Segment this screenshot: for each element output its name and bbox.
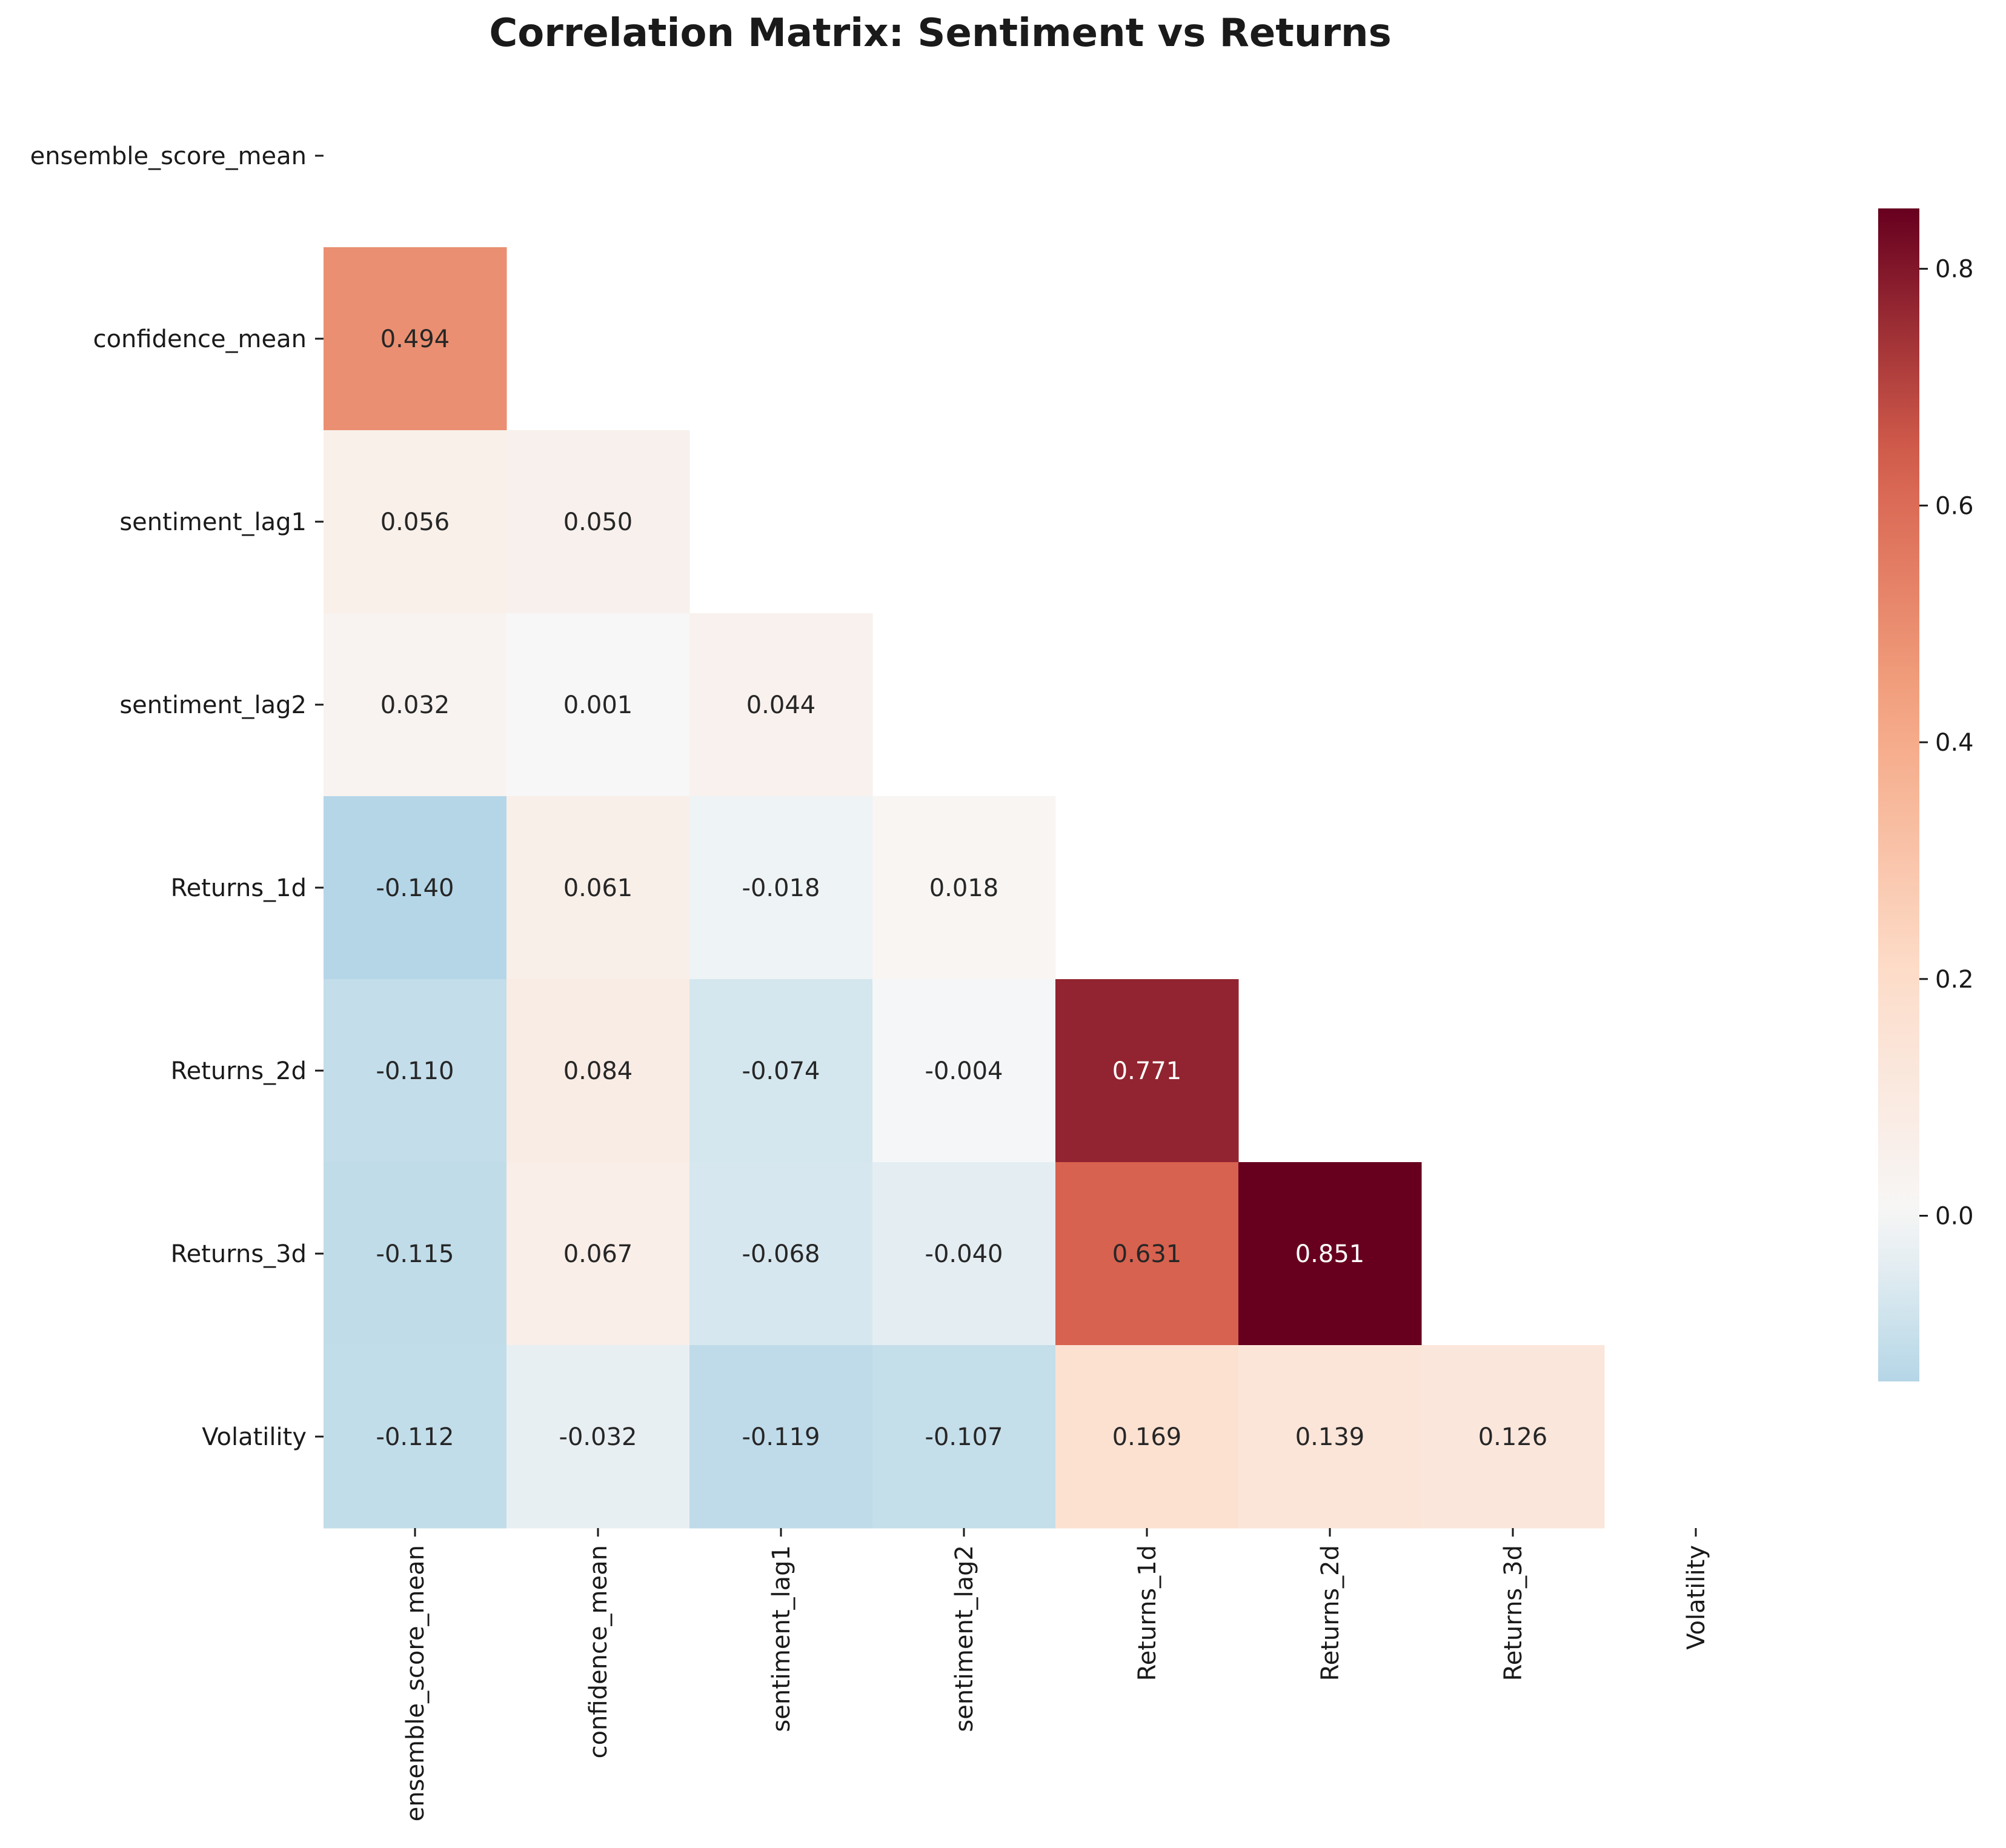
cell-annotation: 0.084 [563, 1057, 633, 1085]
heatmap-cell [506, 1162, 690, 1346]
cell-annotation: -0.140 [376, 874, 454, 902]
cell-annotation: -0.068 [742, 1240, 820, 1268]
colorbar-tick-label: 0.6 [1935, 492, 1974, 520]
column-tick-label: Volatility [1682, 1545, 1710, 1650]
column-tick-labels: ensemble_score_mean confidence_mean sentim… [402, 1528, 1710, 1821]
cell-annotation: -0.040 [925, 1240, 1003, 1268]
row-tick-labels: ensemble_score_mean confidence_meansentim… [30, 142, 324, 1451]
heatmap-cell [324, 796, 507, 980]
cell-annotation: 0.631 [1112, 1240, 1182, 1268]
row-tick-label: confidence_mean [93, 325, 307, 353]
heatmap-cell [1238, 1345, 1422, 1529]
cell-annotation: -0.004 [925, 1057, 1003, 1085]
cell-annotation: -0.032 [559, 1423, 637, 1451]
column-tick-label: Returns_3d [1500, 1545, 1527, 1681]
cell-annotation: -0.018 [742, 874, 820, 902]
cell-annotation: 0.067 [563, 1240, 633, 1268]
colorbar-tick-label: 0.8 [1935, 256, 1974, 284]
cell-annotation: -0.110 [376, 1057, 454, 1085]
row-tick-label: Returns_2d [171, 1057, 307, 1085]
chart-title: Correlation Matrix: Sentiment vs Returns [489, 11, 1391, 56]
heatmap-cell [872, 796, 1056, 980]
cell-annotation: -0.119 [742, 1423, 820, 1451]
heatmap-cell [872, 1162, 1056, 1346]
heatmap-cell [872, 1345, 1056, 1529]
heatmap-cell [324, 613, 507, 797]
row-tick-label: Volatility [202, 1423, 307, 1451]
column-tick-label: Returns_2d [1317, 1545, 1344, 1681]
heatmap-cell [1421, 1345, 1605, 1529]
cell-annotation: -0.074 [742, 1057, 820, 1085]
cell-annotation: 0.494 [380, 325, 450, 353]
cell-annotation: -0.112 [376, 1423, 454, 1451]
column-tick-label: sentiment_lag2 [951, 1545, 978, 1732]
heatmap-cell [689, 613, 873, 797]
colorbar-tick-label: 0.4 [1935, 729, 1974, 757]
colorbar-gradient [1878, 208, 1919, 1381]
cell-annotation: 0.126 [1478, 1423, 1548, 1451]
heatmap-cell [506, 979, 690, 1163]
heatmap-cell [1055, 979, 1239, 1163]
heatmap-cell [324, 247, 507, 431]
heatmap-cell [872, 979, 1056, 1163]
cell-annotations: 0.494 0.056 0.050 0.032 0.001 0.044 -0.140 0.06… [376, 325, 1548, 1451]
cell-annotation: 0.056 [380, 508, 450, 536]
cell-annotation: -0.107 [925, 1423, 1003, 1451]
colorbar-tick-label: 0.2 [1935, 966, 1974, 994]
cell-annotation: 0.139 [1295, 1423, 1365, 1451]
heatmap-cells [324, 247, 1605, 1529]
heatmap-cell [1055, 1345, 1239, 1529]
heatmap-cell [689, 1345, 873, 1529]
column-tick-label: confidence_mean [585, 1545, 613, 1758]
heatmap-cell [506, 430, 690, 614]
cell-annotation: 0.032 [380, 691, 450, 719]
heatmap-cell [689, 1162, 873, 1346]
row-tick-label: Returns_3d [171, 1240, 307, 1268]
heatmap-cell [506, 1345, 690, 1529]
cell-annotation: 0.169 [1112, 1423, 1182, 1451]
column-tick-label: sentiment_lag1 [768, 1545, 795, 1732]
row-tick-label: Returns_1d [171, 874, 307, 902]
column-tick-label: Returns_1d [1134, 1545, 1161, 1681]
colorbar-tick-label: 0.0 [1935, 1202, 1974, 1230]
cell-annotation: 0.061 [563, 874, 633, 902]
cell-annotation: 0.001 [563, 691, 633, 719]
heatmap-cell [1238, 1162, 1422, 1346]
cell-annotation: -0.115 [376, 1240, 454, 1268]
heatmap-cell [324, 1345, 507, 1529]
colorbar: 0.0 0.2 0.4 0.6 0.8 [1878, 208, 1974, 1381]
heatmap-cell [506, 613, 690, 797]
heatmap-cell [1055, 1162, 1239, 1346]
cell-annotation: 0.018 [929, 874, 999, 902]
row-tick-label: ensemble_score_mean [30, 142, 307, 170]
column-tick-label: ensemble_score_mean [402, 1545, 430, 1821]
heatmap-cell [324, 430, 507, 614]
cell-annotation: 0.771 [1112, 1057, 1182, 1085]
heatmap-cell [324, 979, 507, 1163]
heatmap-cell [689, 796, 873, 980]
row-tick-label: sentiment_lag2 [119, 691, 307, 719]
row-tick-label: sentiment_lag1 [119, 508, 307, 536]
heatmap-cell [324, 1162, 507, 1346]
cell-annotation: 0.050 [563, 508, 633, 536]
heatmap-cell [689, 979, 873, 1163]
cell-annotation: 0.044 [746, 691, 816, 719]
heatmap-cell [506, 796, 690, 980]
cell-annotation: 0.851 [1295, 1240, 1365, 1268]
